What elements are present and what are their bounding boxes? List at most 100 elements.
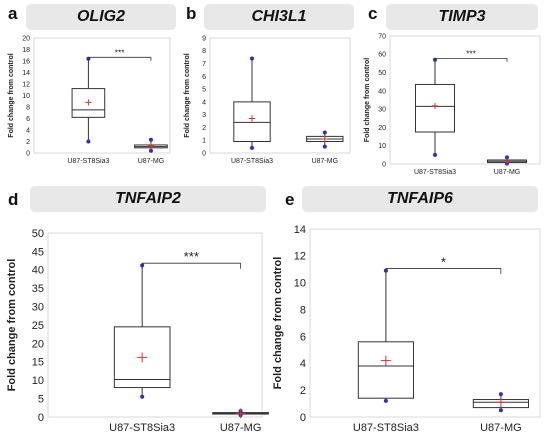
min-point <box>140 394 145 399</box>
y-tick-label: 10 <box>378 143 386 150</box>
y-tick-label: 4 <box>26 127 30 134</box>
y-tick-label: 30 <box>32 301 44 313</box>
x-tick-label: U87-ST8Sia3 <box>67 158 109 165</box>
panel-letter: d <box>8 190 19 209</box>
panel-title-box: TNFAIP6 <box>302 186 538 212</box>
y-tick-label: 0 <box>38 412 44 424</box>
box <box>357 341 415 399</box>
plot-frame <box>309 228 541 418</box>
y-tick-label: 50 <box>32 228 44 240</box>
y-tick-label: 0 <box>300 412 306 424</box>
x-tick-label: U87-MG <box>494 169 520 176</box>
panel-title: OLIG2 <box>76 8 125 25</box>
panel-title-box: CHI3L1 <box>204 4 354 30</box>
box <box>233 101 271 142</box>
min-point <box>148 148 153 153</box>
min-point <box>383 398 388 403</box>
max-point <box>322 130 327 135</box>
y-tick-label: 60 <box>378 52 386 59</box>
x-tick-label: U87-MG <box>480 422 522 433</box>
panel-title-box: TIMP3 <box>386 4 538 30</box>
x-tick-label: U87-ST8Sia3 <box>109 422 175 433</box>
y-tick-label: 6 <box>300 331 306 343</box>
y-tick-label: 30 <box>378 107 386 114</box>
max-point <box>498 392 503 397</box>
y-tick-label: 6 <box>26 116 30 123</box>
significance-label: *** <box>115 47 126 57</box>
plot-frame <box>389 35 541 165</box>
max-point <box>148 137 153 142</box>
y-tick-label: 2 <box>300 385 306 397</box>
y-tick-label: 2 <box>26 139 30 146</box>
y-tick-label: 0 <box>382 161 386 168</box>
min-point <box>498 408 503 413</box>
y-tick-label: 9 <box>202 35 206 42</box>
panel-title: CHI3L1 <box>251 8 307 25</box>
panel-title-box: TNFAIP2 <box>30 186 266 212</box>
y-tick-label: 0 <box>26 150 30 157</box>
y-tick-label: 12 <box>294 251 306 263</box>
max-point <box>505 155 509 160</box>
y-axis-label: Fold change from control <box>184 53 191 137</box>
y-tick-label: 50 <box>378 70 386 77</box>
y-axis-label: Fold change from control <box>8 53 15 137</box>
min-point <box>433 152 437 157</box>
y-tick-label: 4 <box>202 99 206 106</box>
min-point <box>322 144 327 149</box>
min-point <box>86 139 91 144</box>
chart-tnfaip2: 0 5 10 15 20 25 30 35 40 45 50 Fold change from con… <box>6 228 269 433</box>
plot-frame <box>33 37 171 154</box>
y-tick-label: 10 <box>294 278 306 290</box>
y-tick-label: 45 <box>32 246 44 258</box>
y-tick-label: 16 <box>22 58 30 65</box>
y-tick-label: 40 <box>32 265 44 277</box>
x-tick-label: U87-ST8Sia3 <box>353 422 419 433</box>
y-tick-label: 6 <box>202 74 206 81</box>
panel-title: TIMP3 <box>438 8 486 25</box>
y-tick-label: 70 <box>378 33 386 40</box>
plot-frame <box>209 37 351 154</box>
panel-title: TNFAIP2 <box>115 190 181 207</box>
y-tick-label: 8 <box>202 48 206 55</box>
y-tick-label: 12 <box>22 81 30 88</box>
y-tick-label: 3 <box>202 112 206 119</box>
y-tick-label: 7 <box>202 61 206 68</box>
y-axis-label: Fold change from control <box>272 257 284 390</box>
y-tick-label: 4 <box>300 358 306 370</box>
y-tick-label: 8 <box>300 304 306 316</box>
panel-letter: b <box>186 4 197 23</box>
y-tick-label: 1 <box>202 138 206 145</box>
y-tick-label: 10 <box>32 375 44 387</box>
x-tick-label: U87-MG <box>138 158 164 165</box>
y-axis-label: Fold change from control <box>364 58 371 142</box>
max-point <box>250 56 254 61</box>
panel-title: TNFAIP6 <box>387 190 453 207</box>
y-tick-label: 14 <box>294 225 306 236</box>
y-tick-label: 35 <box>32 283 44 295</box>
y-tick-label: 20 <box>22 35 30 42</box>
y-tick-label: 10 <box>22 93 30 100</box>
y-tick-label: 20 <box>32 338 44 350</box>
y-tick-label: 15 <box>32 357 44 369</box>
y-tick-label: 18 <box>22 47 30 54</box>
x-tick-label: U87-ST8Sia3 <box>231 158 273 165</box>
y-tick-label: 2 <box>202 125 206 132</box>
y-tick-label: 5 <box>38 393 44 405</box>
significance-label: *** <box>466 48 477 58</box>
chart-tnfaip6: 0 2 4 6 8 10 12 14 Fold change from control U87-S… <box>272 225 541 433</box>
panel-title-box: OLIG2 <box>26 4 176 30</box>
panel-letter: e <box>285 190 295 209</box>
chart-olig2: 0 2 4 6 8 10 12 14 16 18 20 Fold change from contro… <box>8 35 171 165</box>
y-tick-label: 25 <box>32 320 44 332</box>
chart-timp3: 0 10 20 30 40 50 60 70 Fold change from control U… <box>364 33 541 176</box>
chart-chi3l1: 0 1 2 3 4 5 6 7 8 9 Fold change from control U87-ST… <box>184 35 351 165</box>
y-tick-label: 0 <box>202 150 206 157</box>
significance-label: * <box>441 254 446 269</box>
panel-letter: c <box>368 4 378 23</box>
y-tick-label: 14 <box>22 70 30 77</box>
panel-letter: a <box>8 4 18 23</box>
min-point <box>250 145 254 150</box>
y-axis-label: Fold change from control <box>6 259 18 392</box>
y-tick-label: 20 <box>378 125 386 132</box>
y-tick-label: 5 <box>202 87 206 94</box>
